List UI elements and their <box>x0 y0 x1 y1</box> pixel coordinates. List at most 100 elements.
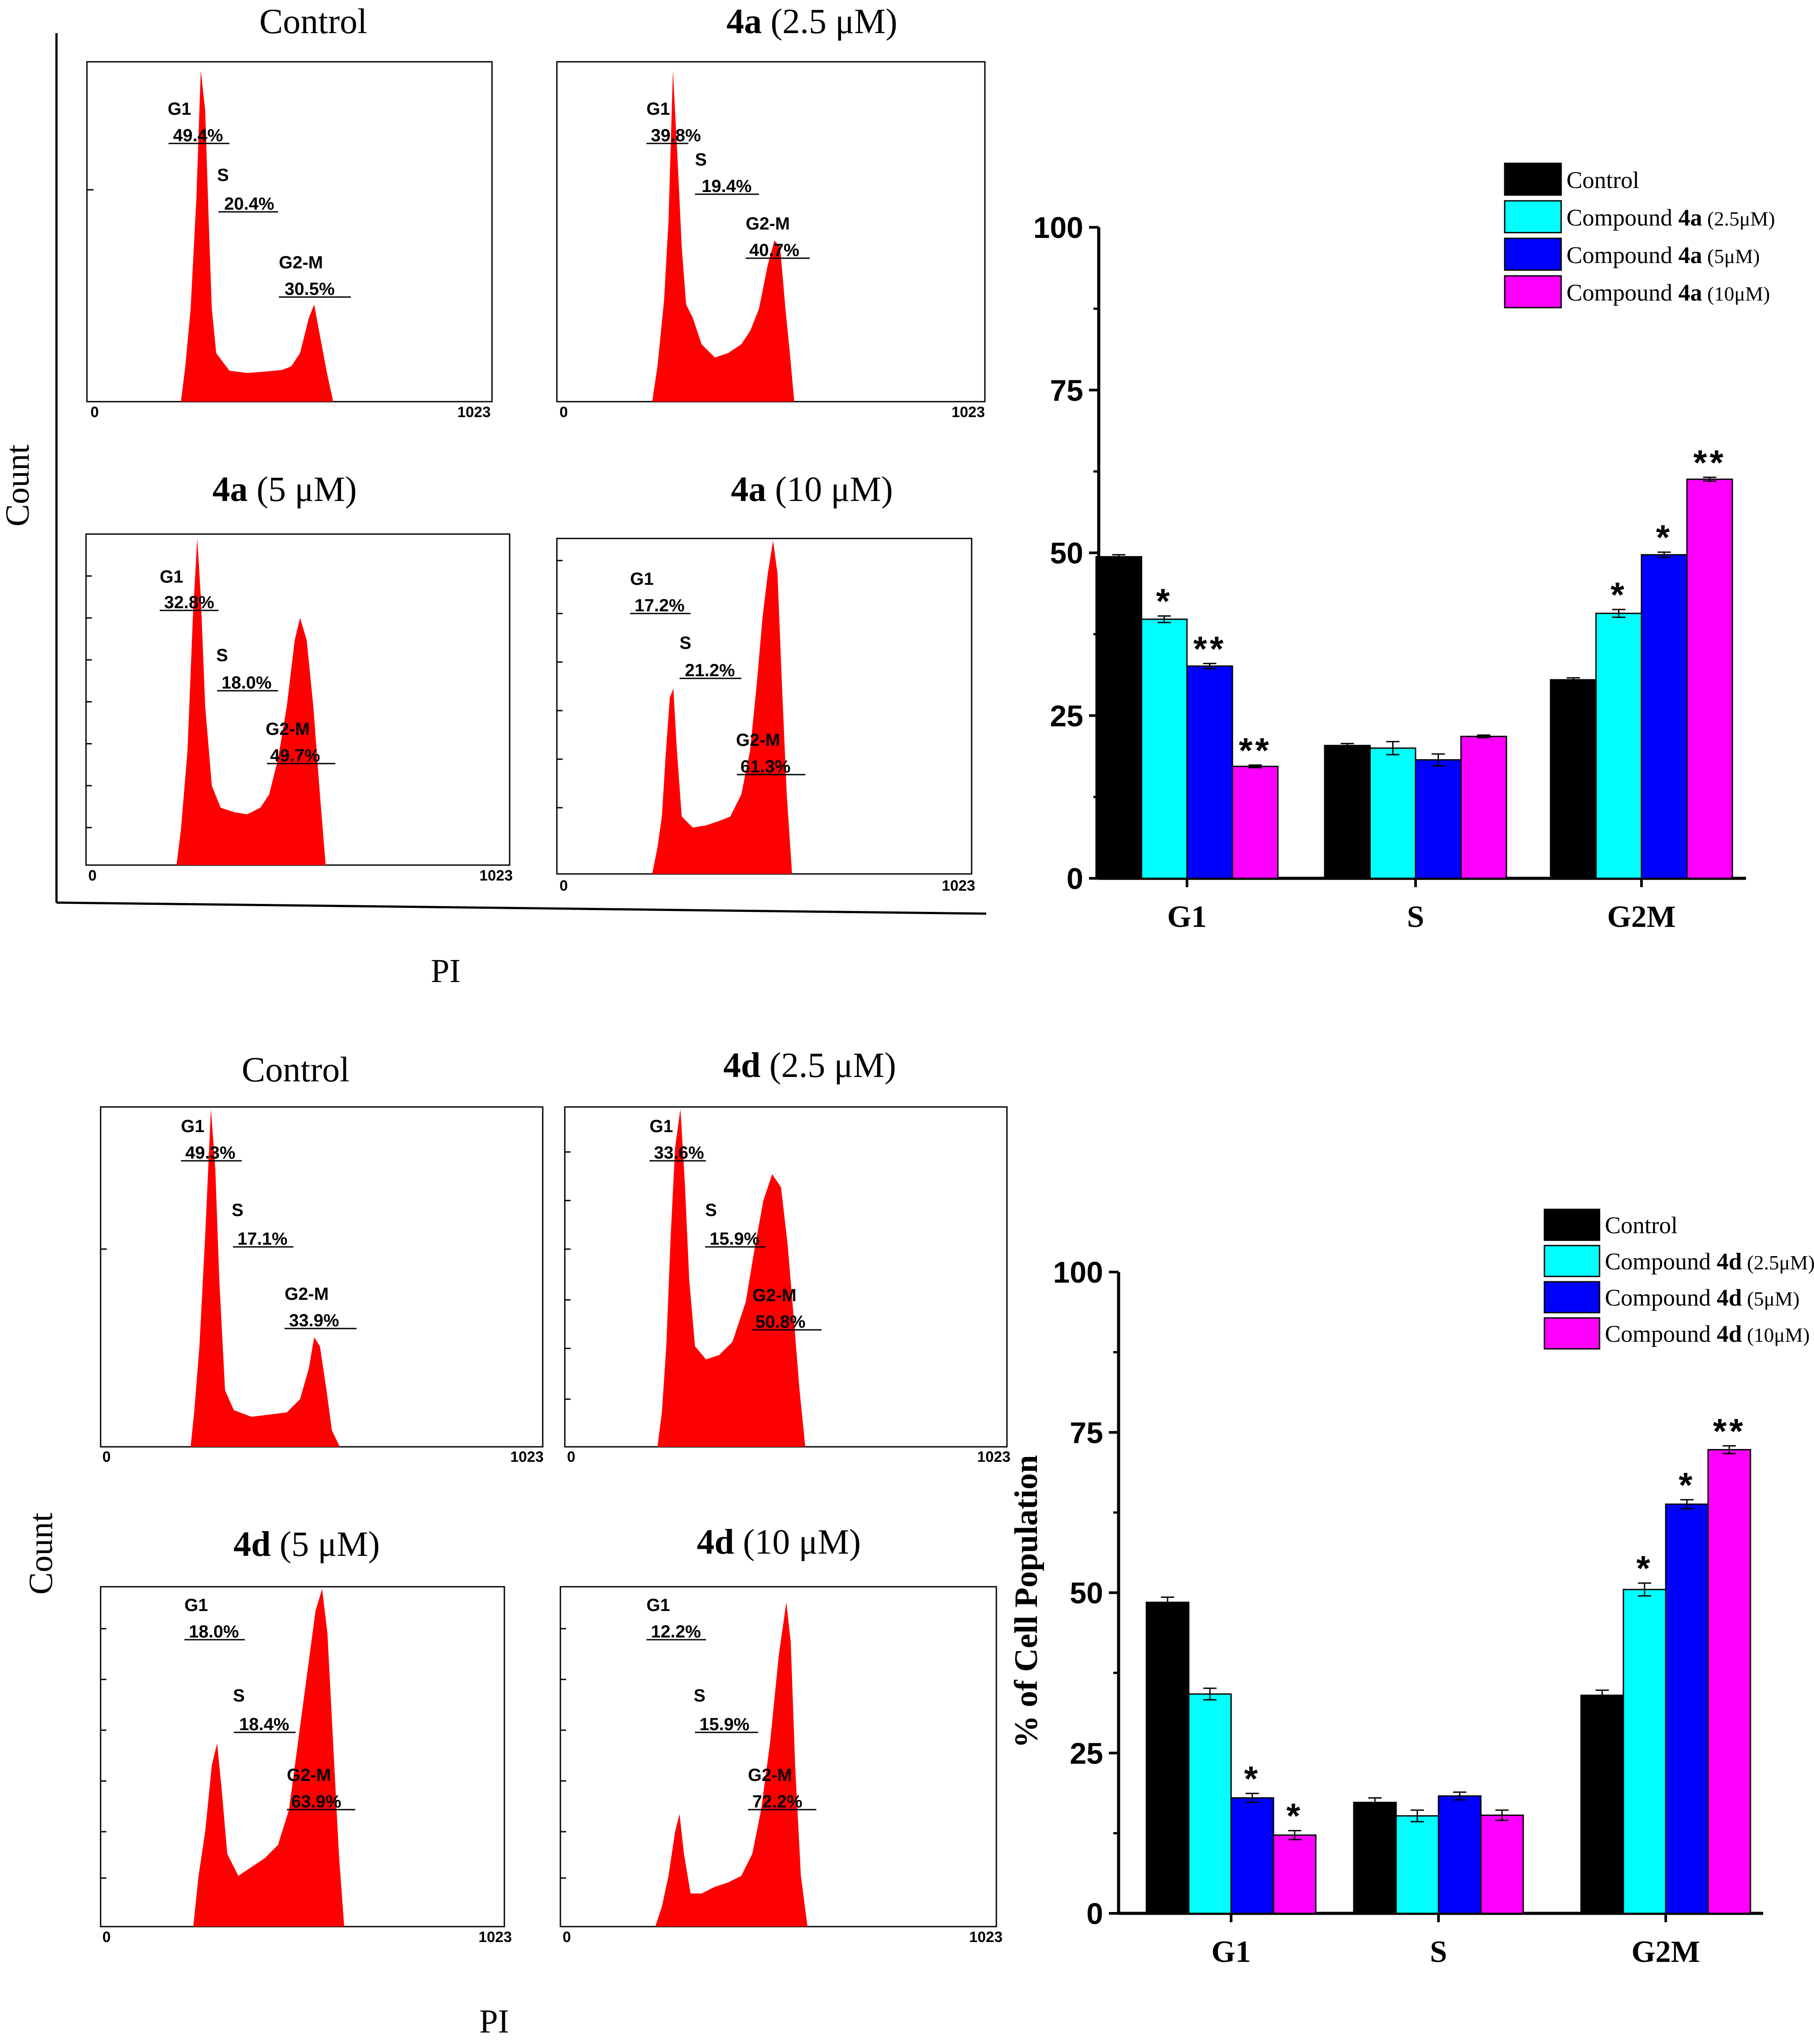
significance-mark: * <box>1636 1549 1653 1588</box>
x-tick-label-g2m: G2M <box>1631 1935 1700 1969</box>
axis-start: 0 <box>560 877 568 894</box>
s-label: S <box>695 150 707 169</box>
bottom-hist-title-1: Control <box>242 1050 349 1089</box>
title-bold: 4d <box>723 1046 761 1085</box>
legend-swatch-2 <box>1544 1281 1600 1314</box>
g1-label: G1 <box>650 1117 673 1136</box>
g2m-label: G2-M <box>752 1286 796 1305</box>
x-tick-label-s: S <box>1407 900 1424 934</box>
bar-g1-series-2 <box>1186 665 1233 879</box>
significance-mark: * <box>1244 1759 1260 1798</box>
bottom-hist-3: G1 18.0% S 18.4% G2-M 63.9% 0 1023 <box>100 1586 512 1946</box>
axis-start: 0 <box>102 1929 111 1946</box>
g2m-label: G2-M <box>285 1284 329 1304</box>
legend-dose: (2.5μM) <box>1702 207 1775 230</box>
hist-y-ticks <box>101 1628 106 1879</box>
bottom-hist-1: G1 49.3% S 17.1% G2-M 33.9% 0 1023 <box>100 1106 544 1465</box>
g2m-value: 63.9% <box>291 1792 341 1811</box>
bottom-hist-title-2: 4d (2.5 μM) <box>723 1046 896 1085</box>
s-value: 18.4% <box>239 1715 289 1734</box>
significance-mark: ** <box>1693 443 1726 482</box>
legend-label-1: Compound 4a (2.5μM) <box>1566 204 1775 231</box>
g1-value: 49.4% <box>173 126 223 145</box>
legend-label-1: Compound 4d (2.5μM) <box>1605 1248 1814 1275</box>
title-rest: Control <box>242 1050 349 1089</box>
s-label: S <box>216 646 228 665</box>
x-tick-label-g2m: G2M <box>1607 900 1676 934</box>
title-rest: (10 μM) <box>734 1523 861 1562</box>
title-rest: Control <box>259 2 367 41</box>
g1-label: G1 <box>646 99 670 119</box>
g1-value: 32.8% <box>164 593 214 612</box>
legend-label-2: Compound 4d (5μM) <box>1605 1284 1799 1311</box>
legend-dose: (5μM) <box>1742 1287 1800 1310</box>
legend-word: Compound <box>1605 1248 1717 1275</box>
bottom-hist-4: G1 12.2% S 15.9% G2-M 72.2% 0 1023 <box>560 1586 1003 1946</box>
s-value: 19.4% <box>702 177 751 196</box>
hist-area <box>655 1602 807 1927</box>
bar-g2m-series-1 <box>1622 1589 1667 1914</box>
bar-g2m-series-0 <box>1580 1694 1624 1914</box>
legend-swatch-2 <box>1504 237 1562 271</box>
y-tick-label: 0 <box>1086 1897 1103 1931</box>
significance-mark: ** <box>1239 730 1271 770</box>
g2m-label: G2-M <box>748 1765 792 1785</box>
g2m-label: G2-M <box>279 253 323 272</box>
legend-label-0: Control <box>1566 167 1639 193</box>
bar-g1-series-0 <box>1145 1601 1190 1914</box>
bar-s-series-1 <box>1369 747 1416 879</box>
legend-word: Compound <box>1566 279 1679 306</box>
y-tick-label: 75 <box>1070 1416 1103 1449</box>
legend-compound: 4d <box>1717 1284 1742 1311</box>
x-tick-label-g1: G1 <box>1211 1935 1251 1969</box>
top-hist-4: G1 17.2% S 21.2% G2-M 61.3% 0 1023 <box>556 538 975 894</box>
s-label: S <box>232 1201 244 1220</box>
top-hist-title-4: 4a (10 μM) <box>731 470 893 509</box>
top-pi-axis <box>56 901 987 915</box>
axis-end: 1023 <box>510 1449 544 1465</box>
legend-swatch-3 <box>1544 1317 1600 1350</box>
g1-value: 12.2% <box>651 1622 701 1641</box>
g2m-value: 49.7% <box>270 746 320 765</box>
g2m-value: 33.9% <box>289 1311 339 1330</box>
hist-y-ticks <box>560 1628 566 1879</box>
significance-mark: * <box>1656 518 1672 557</box>
hist-area <box>177 538 326 865</box>
bar-g2m-series-0 <box>1550 679 1597 879</box>
x-tick-label-g1: G1 <box>1167 900 1206 934</box>
top-hist-title-1: Control <box>259 2 367 41</box>
s-value: 15.9% <box>710 1229 759 1249</box>
title-bold: 4d <box>233 1525 271 1564</box>
g1-label: G1 <box>160 567 183 587</box>
axis-end: 1023 <box>457 404 491 421</box>
bottom-pi-label: PI <box>479 2003 509 2040</box>
g1-value: 18.0% <box>189 1622 239 1641</box>
legend-compound: 4a <box>1679 242 1702 268</box>
hist-y-ticks <box>565 1151 571 1400</box>
bar-g2m-series-3 <box>1707 1449 1751 1914</box>
hist-area <box>657 1109 805 1447</box>
significance-mark: * <box>1156 582 1172 621</box>
legend-word: Compound <box>1566 204 1679 231</box>
bar-s-series-3 <box>1460 735 1507 879</box>
g2m-value: 50.8% <box>755 1312 805 1332</box>
legend-label-3: Compound 4d (10μM) <box>1605 1321 1810 1347</box>
bottom-hist-title-4: 4d (10 μM) <box>697 1523 861 1562</box>
legend-word: Compound <box>1605 1321 1717 1347</box>
title-rest: (2.5 μM) <box>761 1046 896 1085</box>
s-value: 21.2% <box>685 661 735 680</box>
bar-s-series-0 <box>1353 1802 1397 1914</box>
axis-end: 1023 <box>951 404 985 421</box>
top-hist-title-2: 4a (2.5 μM) <box>726 2 897 41</box>
top-hist-2: G1 39.8% S 19.4% G2-M 40.7% 0 1023 <box>556 61 986 421</box>
s-value: 15.9% <box>699 1715 749 1734</box>
title-rest: (5 μM) <box>271 1525 380 1564</box>
g2m-value: 72.2% <box>752 1792 802 1811</box>
top-count-label: Count <box>0 444 36 527</box>
s-label: S <box>694 1686 706 1705</box>
significance-mark: ** <box>1713 1412 1746 1451</box>
g1-label: G1 <box>184 1596 208 1615</box>
legend-swatch-1 <box>1544 1245 1600 1277</box>
